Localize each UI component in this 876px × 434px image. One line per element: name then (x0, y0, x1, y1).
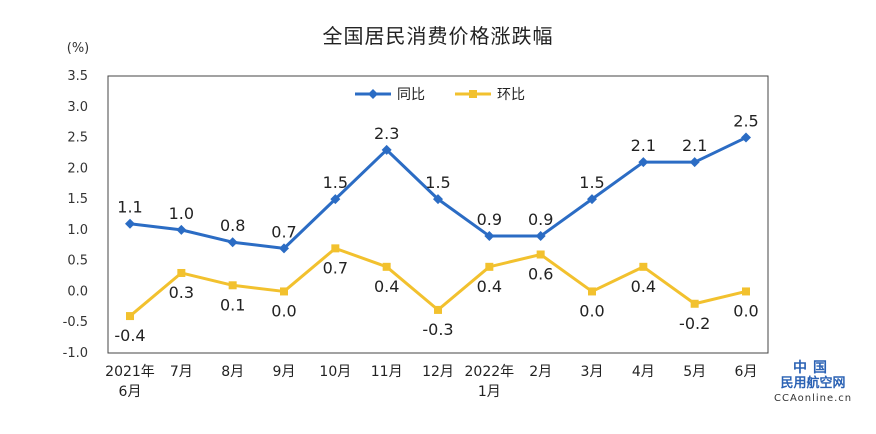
data-label: 2.1 (631, 136, 656, 155)
legend-swatch-marker (469, 90, 477, 98)
data-label: 0.6 (528, 265, 553, 284)
data-point (228, 281, 237, 290)
x-tick-label: 6月 (735, 364, 758, 380)
y-tick-label: 0.5 (67, 254, 88, 269)
data-point (484, 231, 495, 242)
data-point (742, 287, 750, 296)
data-point (176, 224, 187, 235)
data-label: -0.3 (422, 320, 453, 339)
legend: 同比 环比 (355, 87, 525, 103)
data-label: 1.5 (579, 173, 604, 192)
x-tick-label: 8月 (221, 364, 244, 380)
data-label: 0.0 (271, 301, 296, 320)
data-point (741, 132, 751, 143)
data-point (536, 250, 545, 259)
data-label: 0.0 (733, 301, 758, 320)
x-tick-label: 2022年 (465, 364, 515, 380)
data-label: 0.9 (528, 210, 553, 229)
x-tick-label: 5月 (683, 364, 706, 380)
x-tick-label: 2021年 (105, 364, 155, 380)
data-point (638, 157, 649, 168)
data-point (535, 231, 546, 242)
x-tick-label: 11月 (371, 364, 403, 380)
data-point (330, 194, 341, 205)
x-tick-label: 1月 (478, 384, 501, 400)
data-label: -0.2 (679, 314, 710, 333)
y-tick-label: 1.5 (67, 192, 88, 207)
y-axis-unit: (%) (67, 41, 90, 56)
x-tick-label: 2月 (529, 364, 552, 380)
data-point (381, 144, 392, 155)
watermark-line-2: 民用航空网 (780, 376, 846, 391)
data-label: 0.4 (374, 277, 399, 296)
x-tick-label: 10月 (319, 364, 351, 380)
data-label: 1.5 (323, 173, 348, 192)
data-point (279, 243, 289, 254)
y-axis: 3.5 3.0 2.5 2.0 1.5 1.0 0.5 0.0 -0.5 -1.0 (63, 69, 88, 361)
data-label: 0.7 (271, 222, 296, 241)
data-label: 2.5 (733, 112, 758, 131)
series-layer: 1.1 1.0 0.8 0.7 1.5 2.3 1.5 0.9 0.9 1.5 2.1 2.1 2.5 -… (114, 112, 758, 346)
data-point (434, 305, 442, 314)
data-label: 0.0 (579, 301, 604, 320)
data-point (382, 262, 391, 271)
data-point (689, 157, 700, 168)
data-label: 1.0 (169, 204, 194, 223)
data-label: 1.1 (117, 198, 142, 217)
data-point (227, 237, 238, 248)
legend-label: 环比 (497, 87, 525, 103)
y-tick-label: 2.5 (67, 131, 88, 146)
data-point (588, 287, 596, 296)
y-tick-label: 0.0 (67, 284, 88, 299)
plot-frame (107, 75, 769, 354)
data-point (280, 287, 288, 296)
data-label: 0.4 (477, 277, 502, 296)
y-tick-label: 1.0 (67, 223, 88, 238)
legend-swatch-marker (368, 89, 378, 99)
data-label: 2.1 (682, 136, 707, 155)
x-tick-label: 3月 (581, 364, 604, 380)
chart-title: 全国居民消费价格涨跌幅 (322, 24, 554, 48)
data-point (587, 194, 597, 205)
y-tick-label: 3.0 (67, 100, 88, 115)
data-label: 0.4 (631, 277, 656, 296)
x-tick-label: 7月 (170, 364, 193, 380)
data-label: 1.5 (425, 173, 450, 192)
data-label: 0.7 (323, 258, 348, 277)
y-tick-label: 2.0 (67, 161, 88, 176)
watermark-line-1: 中国 (793, 360, 833, 376)
data-point (639, 262, 648, 271)
data-point (485, 262, 494, 271)
x-tick-label: 12月 (422, 364, 454, 380)
y-tick-label: 3.5 (67, 69, 88, 84)
data-point (331, 244, 340, 253)
data-point (126, 312, 134, 321)
y-tick-label: -0.5 (63, 315, 88, 330)
watermark-logo: 中国 民用航空网 CCAonline.cn (774, 360, 852, 405)
legend-label: 同比 (397, 87, 425, 103)
data-point (433, 194, 443, 205)
data-point (690, 299, 699, 308)
data-label: -0.4 (114, 326, 145, 345)
data-label: 0.9 (477, 210, 502, 229)
x-tick-label: 9月 (273, 364, 296, 380)
data-point (177, 268, 186, 277)
data-label: 0.8 (220, 216, 245, 235)
watermark-line-3: CCAonline.cn (774, 393, 853, 404)
y-tick-label: -1.0 (63, 346, 88, 361)
data-label: 0.3 (169, 283, 194, 302)
data-label: 2.3 (374, 124, 399, 143)
data-label: 0.1 (220, 295, 245, 314)
x-tick-label: 6月 (119, 384, 142, 400)
data-point (125, 218, 135, 229)
x-tick-label: 4月 (632, 364, 655, 380)
x-axis: 2021年 6月 7月 8月 9月 10月 11月 12月 2022年 1月 2月 3月 4月 5月 6月 (105, 364, 757, 400)
